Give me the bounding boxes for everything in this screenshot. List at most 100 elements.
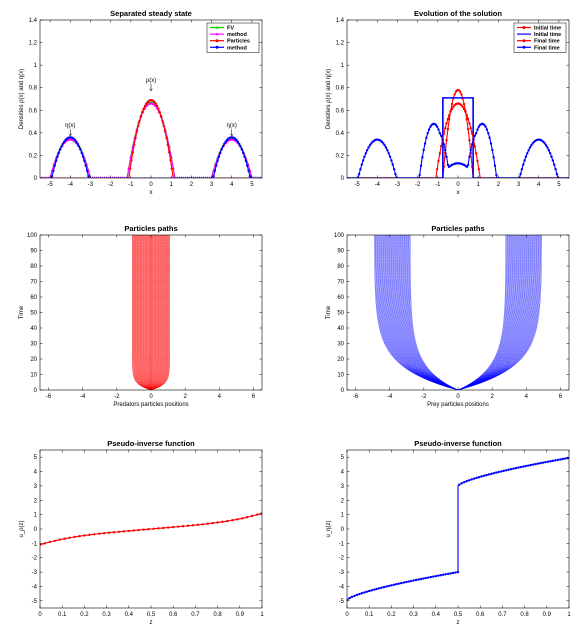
particle-path — [457, 235, 530, 390]
y-axis-ticks: 0 0.2 0.4 0.6 0.8 1 1.2 1.4 — [29, 18, 262, 182]
data-point — [504, 469, 508, 472]
particle-path — [151, 235, 170, 390]
y-tick-label: 1 — [341, 63, 345, 69]
data-point — [445, 139, 448, 142]
data-point — [397, 582, 400, 585]
particle-path — [144, 235, 152, 390]
data-point — [468, 139, 471, 142]
particle-path — [150, 235, 158, 390]
x-tick-label: 0.8 — [520, 612, 529, 618]
data-point — [526, 152, 529, 155]
data-point — [532, 463, 535, 466]
particle-path — [458, 235, 538, 390]
particle-path — [404, 235, 458, 390]
particle-path — [150, 235, 163, 390]
data-point — [186, 524, 190, 527]
particle-path — [132, 235, 151, 390]
x-axis-label: x — [150, 190, 153, 196]
data-point — [517, 466, 520, 469]
data-point — [453, 93, 456, 96]
particle-path — [404, 235, 458, 390]
particle-path — [458, 235, 509, 390]
data-point — [460, 104, 463, 107]
particle-path — [395, 235, 459, 390]
data-point — [230, 138, 234, 141]
particle-path — [458, 235, 508, 390]
data-point — [107, 531, 111, 534]
legend-label: Final time — [534, 45, 560, 51]
data-point — [166, 143, 170, 147]
data-point — [417, 578, 420, 581]
y-tick-label: 30 — [337, 342, 344, 348]
data-point — [418, 173, 421, 177]
x-tick-label: -4 — [80, 394, 86, 400]
data-point — [444, 148, 447, 152]
particle-path — [144, 235, 152, 390]
data-point — [524, 155, 528, 158]
data-point — [439, 145, 443, 148]
x-tick-label: 0.3 — [102, 612, 111, 618]
x-tick-label: -4 — [387, 394, 393, 400]
data-point — [240, 148, 244, 151]
series-markers-p6-0 — [347, 456, 569, 602]
data-point — [470, 478, 473, 481]
data-point — [216, 159, 219, 163]
data-point — [53, 539, 56, 542]
y-tick-label: 0.8 — [336, 86, 345, 92]
particle-path — [150, 235, 155, 390]
legend-label: method — [227, 45, 247, 51]
data-point — [465, 113, 468, 117]
data-point — [365, 590, 368, 593]
particle-path — [380, 235, 458, 390]
particle-path — [150, 235, 153, 390]
particle-path — [151, 235, 166, 390]
data-point — [54, 159, 58, 163]
x-tick-label: 0.1 — [365, 612, 374, 618]
data-point — [489, 142, 493, 145]
data-point — [93, 533, 96, 536]
x-tick-label: 0.2 — [80, 612, 89, 618]
particle-path — [458, 235, 542, 390]
y-tick-label: 50 — [337, 311, 344, 317]
data-point — [449, 572, 452, 575]
data-point — [181, 525, 185, 528]
data-point — [549, 460, 552, 463]
data-point — [482, 474, 486, 477]
y-tick-label: 0.2 — [336, 153, 345, 159]
data-point — [363, 155, 366, 158]
data-point — [474, 132, 478, 135]
data-point — [206, 522, 209, 525]
x-tick-label: 0 — [38, 612, 42, 618]
x-tick-label: 2 — [183, 394, 187, 400]
data-point — [458, 483, 461, 486]
data-point — [491, 148, 494, 152]
x-tick-label: 1 — [260, 612, 264, 618]
x-tick-label: 4 — [537, 182, 541, 188]
x-tick-label: 0.3 — [409, 612, 418, 618]
annotation-arrowhead — [230, 133, 234, 137]
legend-marker — [522, 39, 526, 43]
data-point — [391, 163, 394, 166]
y-tick-label: 0.6 — [29, 108, 38, 114]
data-point — [439, 134, 443, 137]
particle-path — [458, 235, 542, 390]
particle-path — [147, 235, 152, 390]
data-point — [480, 475, 483, 478]
particle-path — [457, 235, 522, 390]
y-tick-label: 30 — [30, 342, 37, 348]
particle-path — [458, 235, 535, 390]
data-point — [365, 149, 369, 152]
data-point — [495, 173, 498, 177]
data-point — [236, 140, 239, 143]
particle-path — [458, 235, 537, 390]
panel-title: Particles paths — [431, 224, 484, 233]
data-point — [446, 572, 450, 576]
x-tick-label: 3 — [517, 182, 521, 188]
data-point — [466, 117, 470, 121]
particle-path — [394, 235, 459, 390]
data-point — [162, 526, 165, 530]
y-tick-label: 2 — [34, 498, 38, 504]
y-axis-ticks: -5 -4 -3 -2 -1 0 1 2 3 4 5 — [32, 455, 262, 605]
particle-path — [151, 235, 167, 390]
x-tick-label: -6 — [353, 394, 359, 400]
